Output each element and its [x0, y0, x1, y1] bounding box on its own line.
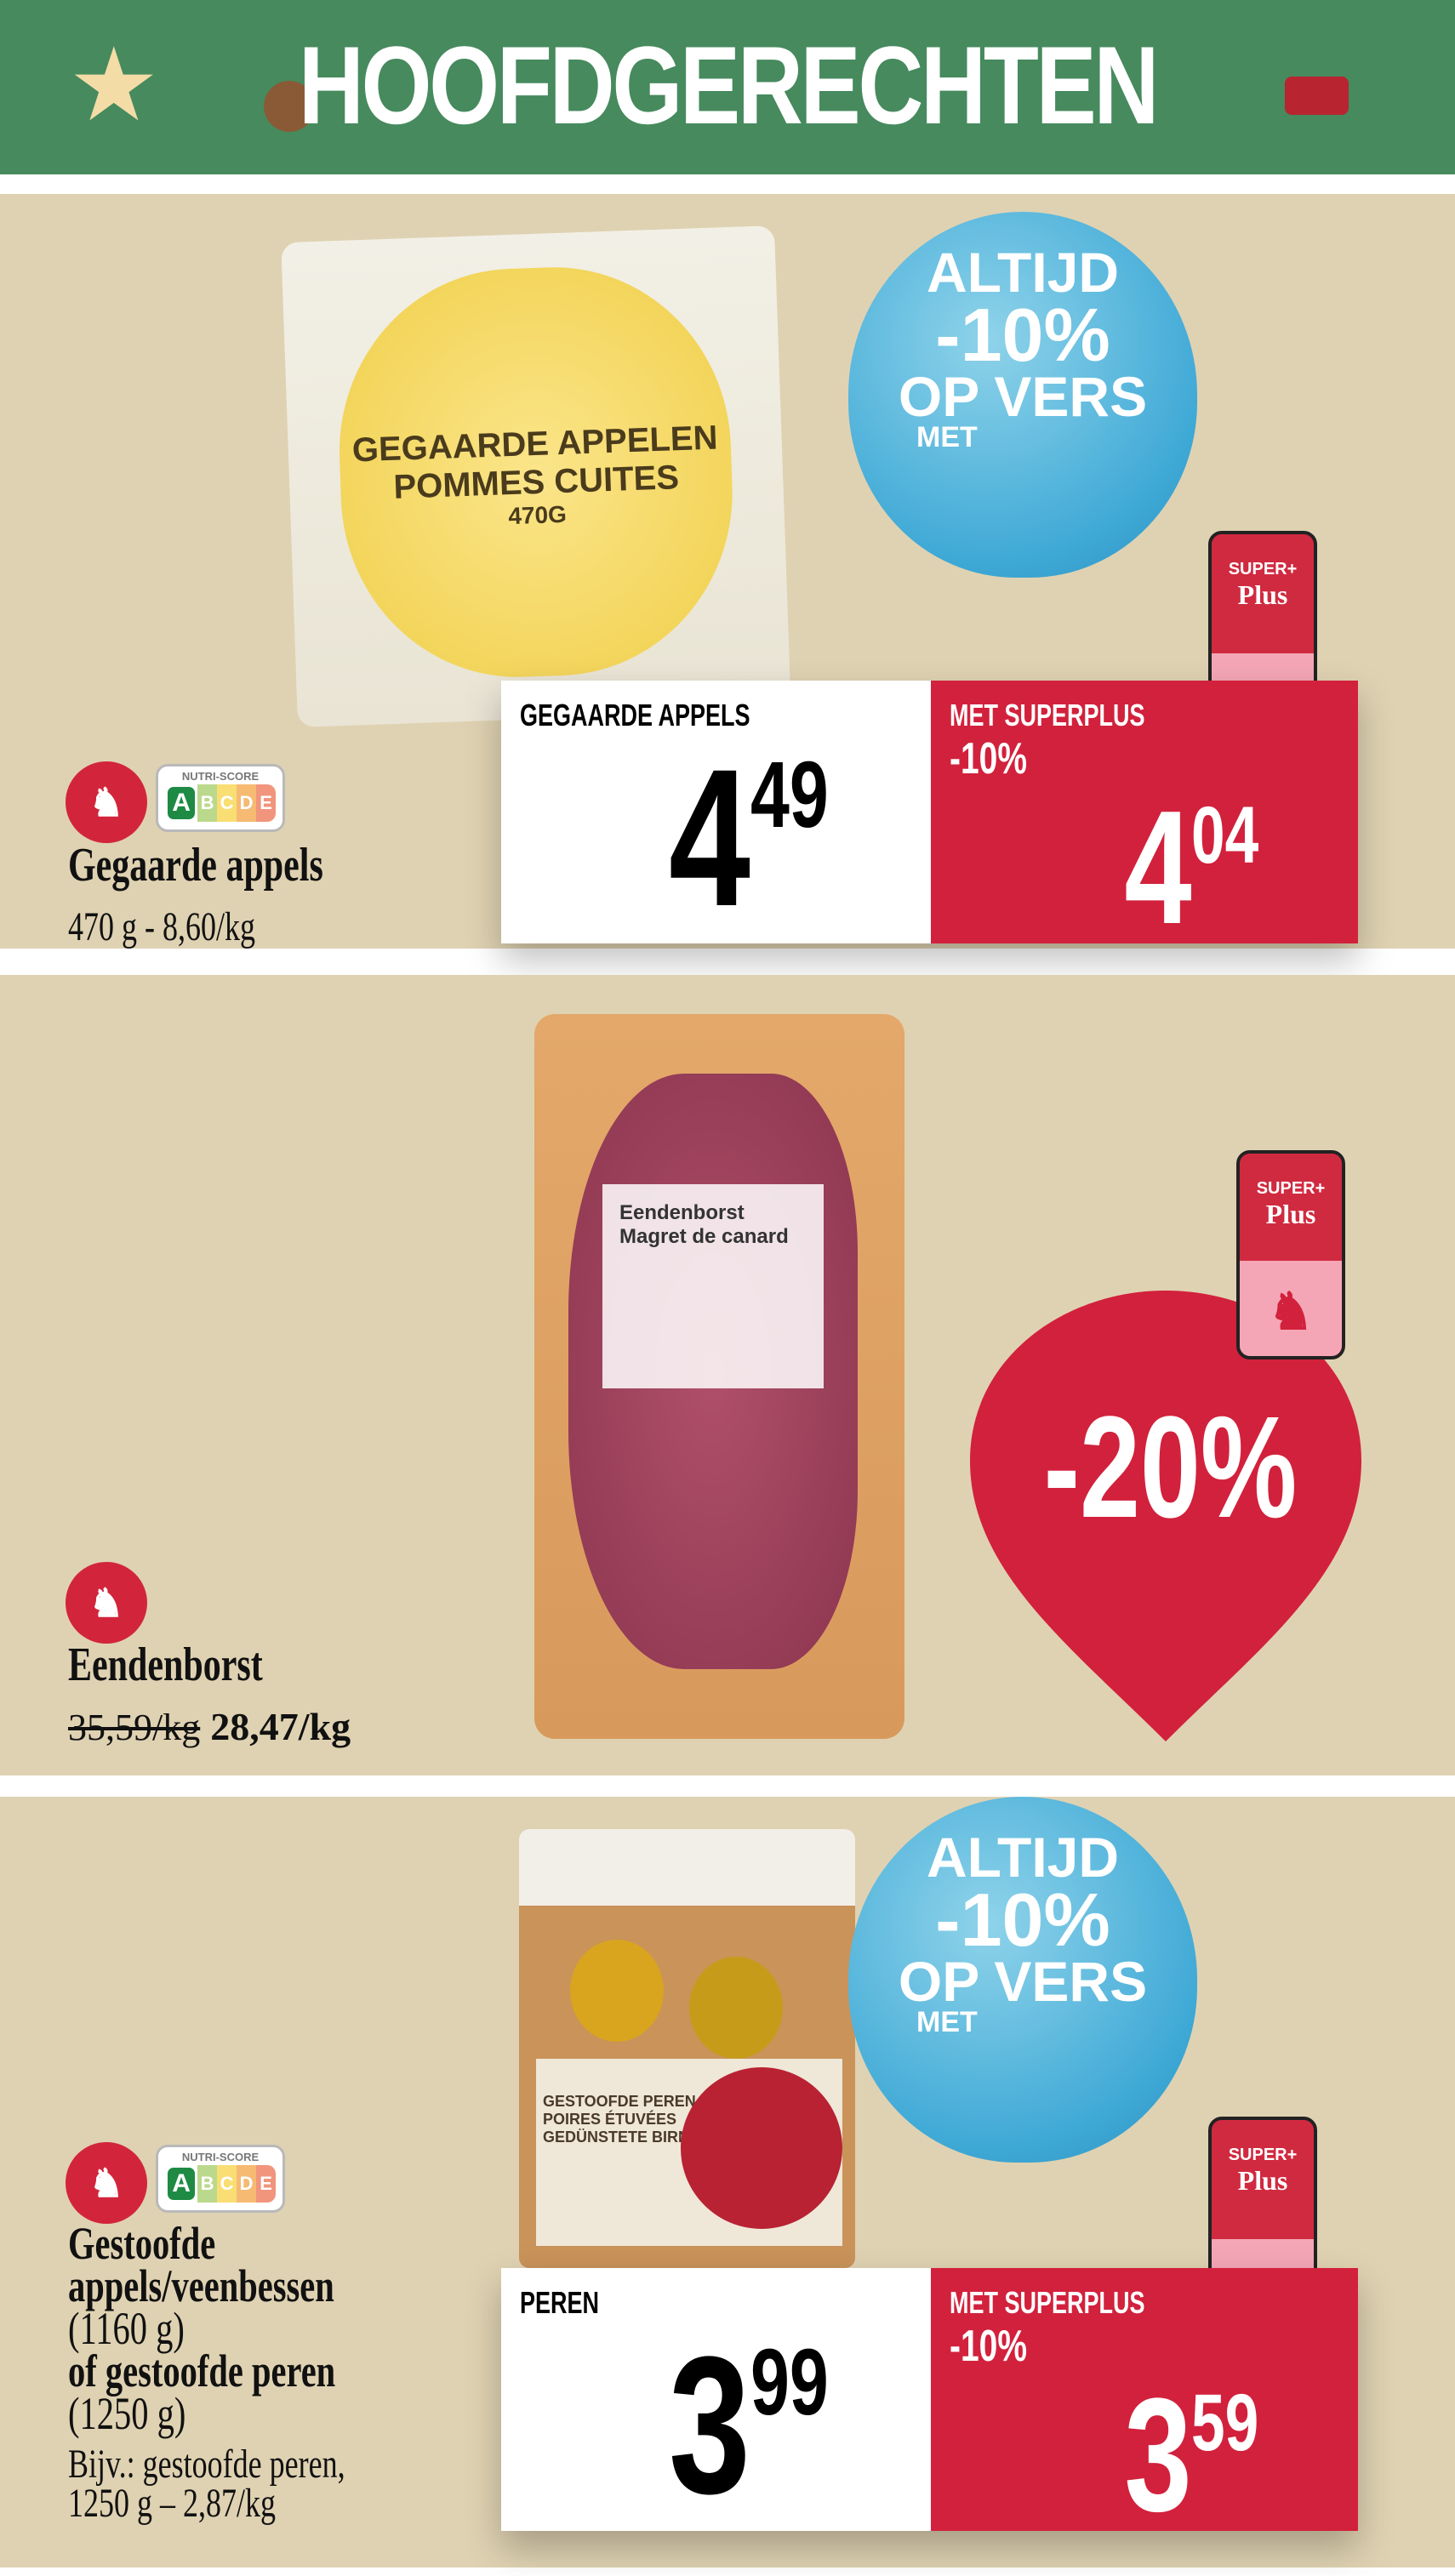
product-size: (1250 g)	[68, 2388, 186, 2439]
balloon-text: OP VERS	[898, 365, 1148, 429]
package-text: GEDÜNSTETE BIRNEN	[543, 2129, 711, 2146]
product-name: Gestoofde	[68, 2218, 216, 2269]
product-detail: 470 g - 8,60/kg	[68, 904, 255, 949]
delhaize-lion-logo-icon: ♞	[66, 2142, 147, 2224]
product-description: Gestoofde appels/veenbessen (1160 g) of …	[68, 2218, 437, 2526]
product-name: Gegaarde appels	[68, 839, 323, 892]
promo-percent: -10%	[950, 2322, 1028, 2371]
promo-balloon: ALTIJD -10% OP VERS MET	[848, 1797, 1197, 2163]
promo-label: MET SUPERPLUS	[950, 2285, 1145, 2320]
candle-decoration-icon	[1285, 77, 1349, 115]
lion-logo-icon: ♞	[1240, 1261, 1342, 1356]
price-label: GEGAARDE APPELS	[520, 698, 750, 732]
balloon-text: ALTIJD	[926, 241, 1120, 304]
discount-heart-badge	[970, 1291, 1361, 1741]
price-label: PEREN	[520, 2285, 600, 2320]
price-box: PEREN 399 MET SUPERPLUS -10% 359	[501, 2268, 1358, 2536]
price-box: GEGAARDE APPELS 449 MET SUPERPLUS -10% 4…	[501, 681, 1358, 949]
package-text: GESTOOFDE PEREN	[543, 2093, 696, 2110]
delhaize-lion-logo-icon: ♞	[66, 1562, 147, 1644]
promo-price: 359	[1124, 2365, 1259, 2545]
old-price: 35,59/kg	[68, 1707, 201, 1748]
page-title: HOOFDGERECHTEN	[298, 23, 1160, 147]
new-price: 28,47/kg	[210, 1705, 351, 1748]
product-detail: Bijv.: gestoofde peren,	[68, 2442, 345, 2487]
nutri-score-label: NUTRI-SCORE	[181, 770, 260, 783]
product-size: (1160 g)	[68, 2303, 185, 2354]
discount-percent: -20%	[1043, 1387, 1297, 1548]
promo-balloon: ALTIJD -10% OP VERS MET	[848, 212, 1197, 578]
package-text: POIRES ÉTUVÉES	[543, 2111, 677, 2128]
superplus-text: Plus	[1237, 579, 1288, 610]
star-decoration-icon: ★	[68, 28, 160, 142]
promo-percent: -10%	[950, 734, 1028, 784]
superplus-phone-badge: SUPER+Plus ♞	[1236, 1150, 1345, 1359]
regular-price: 399	[668, 2316, 829, 2534]
promo-label: MET SUPERPLUS	[950, 698, 1145, 732]
delhaize-lion-logo-icon: ♞	[66, 761, 147, 843]
package-text: Magret de canard	[619, 1225, 789, 1248]
pinecone-decoration-icon	[264, 81, 315, 132]
superplus-text: SUPER+	[1228, 560, 1298, 578]
balloon-text: MET	[916, 420, 978, 453]
package-text: Eendenborst	[619, 1201, 745, 1224]
product-detail: 1250 g – 2,87/kg	[68, 2481, 277, 2526]
product-image-eendenborst: Eendenborst Magret de canard	[534, 1014, 904, 1739]
regular-price: 449	[668, 728, 829, 947]
product-name: of gestoofde peren	[68, 2345, 336, 2396]
product-image-gegaarde-appels: GEGAARDE APPELEN POMMES CUITES 470G	[281, 225, 791, 727]
balloon-discount: -10%	[935, 292, 1110, 377]
promo-price: 404	[1124, 778, 1259, 958]
section-header: ★ HOOFDGERECHTEN	[0, 0, 1455, 174]
product-name: appels/veenbessen	[68, 2260, 334, 2311]
product-name: Eendenborst	[68, 1638, 263, 1691]
product-image-gestoofde-peren: GESTOOFDE PEREN POIRES ÉTUVÉES GEDÜNSTET…	[519, 1829, 855, 2268]
